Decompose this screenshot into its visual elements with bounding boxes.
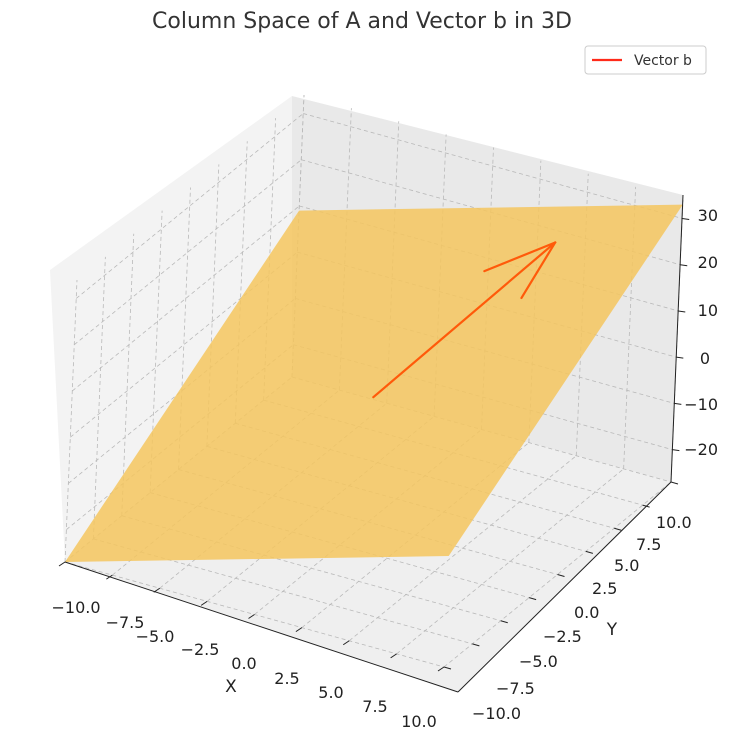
z-tick-mark [676,356,684,359]
back-left-pane [50,96,292,562]
y-tick-labels: −10.0 −7.5 −5.0 −2.5 0.0 2.5 5.0 7.5 10.… [472,513,692,723]
z-tick-label: 30 [698,206,718,225]
grid-line [149,210,163,493]
z-tick-label: 0 [700,349,710,368]
grid-line [92,256,106,539]
grid-line [121,233,135,516]
y-tick-mark [472,643,480,647]
x-tick-mark [342,640,350,646]
z-tick-mark [680,264,688,267]
legend-box [584,45,707,75]
x-tick-label: −10.0 [51,598,100,617]
z-tick-labels: −20 −10 0 10 20 30 [684,206,718,459]
y-tick-label: −10.0 [472,704,521,723]
z-tick-mark [672,449,680,452]
vector-b [372,241,557,399]
y-tick-label: 7.5 [636,535,661,554]
legend: Vector b [584,45,707,75]
x-tick-label: −7.5 [106,613,145,632]
x-tick-mark [58,561,66,567]
z-tick-label: 10 [698,301,718,320]
grid-line [623,186,637,469]
x-axis-label: X [225,677,237,697]
x-tick-mark [200,600,208,606]
y-tick-mark [557,574,565,577]
y-tick-mark [670,481,679,485]
y-tick-label: 2.5 [592,579,617,598]
x-tick-mark [106,574,113,580]
y-tick-mark [614,527,622,531]
grid-line [178,187,191,470]
y-tick-label: 0.0 [574,603,599,622]
y-axis-label: Y [606,620,618,640]
x-tick-label: −2.5 [181,640,220,659]
y-tick-mark [500,620,508,624]
y-tick-label: −5.0 [519,652,558,671]
vector-b-head-right [520,241,557,300]
y-tick-mark [585,550,594,554]
z-tick-label: −10 [684,395,718,414]
y-tick-label: 10.0 [656,513,692,532]
x-tick-label: 2.5 [274,669,299,688]
y-tick-mark [642,504,650,508]
y-tick-label: −7.5 [496,679,535,698]
y-axis-line [457,481,672,693]
y-tick-mark [528,597,537,601]
vector-b-head-left [483,241,557,273]
z-tick-label: −20 [684,440,718,459]
x-tick-mark [390,653,397,659]
x-axis-line [64,561,459,693]
x-tick-label: 10.0 [401,712,437,731]
z-tick-mark [678,310,686,313]
x-tick-mark [295,627,303,633]
x-tick-label: 5.0 [318,683,343,702]
z-tick-label: 20 [698,253,718,272]
grid-line [303,113,683,219]
x-tick-label: 7.5 [362,697,387,716]
z-tick-mark [682,217,690,220]
y-tick-label: −2.5 [543,627,582,646]
tick-marks [58,217,690,672]
grid-line [64,279,78,563]
x-tick-label: −5.0 [136,627,175,646]
x-tick-mark [153,587,161,593]
z-tick-mark [674,402,682,405]
x-tick-labels: −10.0 −7.5 −5.0 −2.5 0.0 2.5 5.0 7.5 10.… [51,598,436,731]
x-tick-mark [248,614,255,619]
grid-line [234,141,248,424]
vector-b-shaft [372,241,557,399]
z-axis-line [670,194,684,483]
chart-title: Column Space of A and Vector b in 3D [152,9,572,34]
column-space-plane [65,204,683,562]
x-tick-label: 0.0 [231,654,256,673]
grid-line [206,164,220,447]
legend-label-vector-b: Vector b [634,53,692,69]
x-tick-mark [437,666,445,672]
y-tick-mark [443,666,452,670]
y-tick-label: 5.0 [614,556,639,575]
